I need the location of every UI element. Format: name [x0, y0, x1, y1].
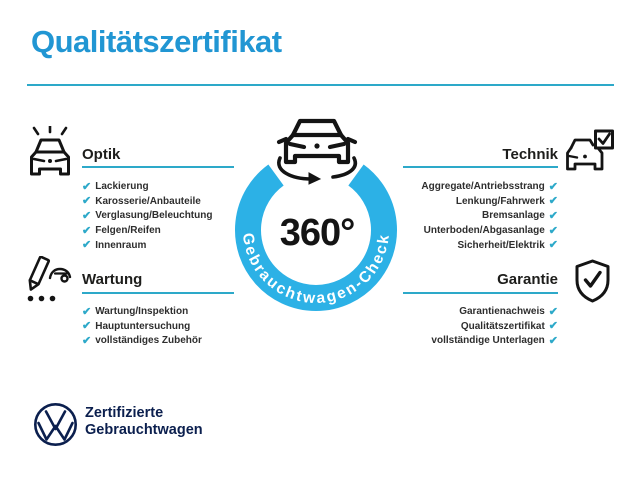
check-icon: ✔ [548, 224, 558, 237]
list-item: vollständige Unterlagen ✔ [431, 334, 558, 349]
list-item-label: Lackierung [95, 181, 149, 193]
wartung-underline [82, 292, 234, 294]
list-item: ✔ Hauptuntersuchung [82, 320, 202, 335]
section-title-wartung: Wartung [82, 271, 143, 288]
check-icon: ✔ [82, 195, 92, 208]
brand-line2: Gebrauchtwagen [85, 422, 203, 438]
list-item: ✔ vollständiges Zubehör [82, 334, 202, 349]
360-check-graphic: 360° Gebrauchtwagen-Check [235, 118, 397, 311]
list-item: ✔ Karosserie/Anbauteile [82, 195, 212, 210]
technik-underline [403, 166, 558, 168]
check-icon: ✔ [548, 305, 558, 318]
list-item: Sicherheit/Elektrik ✔ [458, 238, 558, 253]
car-front-shine-icon [30, 126, 70, 176]
check-icon: ✔ [548, 334, 558, 347]
wartung-list: ✔ Wartung/Inspektion ✔ Hauptuntersuchung ✔… [82, 305, 202, 349]
list-item: ✔ Verglasung/Beleuchtung [82, 209, 212, 224]
list-item-label: Innenraum [95, 239, 147, 251]
list-item: ✔ Felgen/Reifen [82, 224, 212, 239]
section-title-technik: Technik [502, 146, 558, 163]
check-icon: ✔ [82, 305, 92, 318]
list-item-label: Wartung/Inspektion [95, 306, 189, 318]
check-icon: ✔ [82, 180, 92, 193]
check-icon: ✔ [82, 224, 92, 237]
list-item: Unterboden/Abgasanlage ✔ [424, 224, 558, 239]
check-icon: ✔ [548, 239, 558, 252]
list-item-label: Qualitätszertifikat [460, 320, 545, 332]
ring-arc [235, 164, 397, 311]
optik-underline [82, 166, 234, 168]
check-icon: ✔ [82, 334, 92, 347]
section-title-garantie: Garantie [497, 271, 558, 288]
brand-line1: Zertifizierte [85, 405, 164, 421]
list-item-label: Sicherheit/Elektrik [457, 239, 545, 251]
garantie-underline [403, 292, 558, 294]
technik-list: Aggregate/Antriebsstrang ✔ Lenkung/Fahrwe… [421, 180, 558, 253]
list-item: Garantienachweis ✔ [459, 305, 558, 320]
car-checkbox-icon [566, 129, 614, 171]
rotate-arrow-icon [277, 156, 357, 185]
shield-check-icon [575, 259, 610, 303]
section-title-optik: Optik [82, 146, 121, 163]
list-item-label: Bremsanlage [481, 210, 545, 222]
list-item-label: Lenkung/Fahrwerk [455, 195, 545, 207]
list-item-label: Garantienachweis [459, 306, 545, 318]
check-icon: ✔ [548, 195, 558, 208]
list-item: ✔ Wartung/Inspektion [82, 305, 202, 320]
list-item-label: vollständiges Zubehör [95, 335, 202, 347]
checklist-car-icon [27, 256, 72, 302]
list-item: Bremsanlage ✔ [482, 209, 558, 224]
list-item: Lenkung/Fahrwerk ✔ [456, 195, 558, 210]
list-item-label: Felgen/Reifen [95, 225, 161, 237]
page-title: Qualitätszertifikat [31, 24, 282, 59]
list-item-label: Verglasung/Beleuchtung [95, 210, 213, 222]
list-item: ✔ Lackierung [82, 180, 212, 195]
vw-logo [33, 402, 78, 447]
list-item-label: vollständige Unterlagen [431, 335, 545, 347]
header-divider [27, 84, 614, 86]
check-icon: ✔ [82, 320, 92, 333]
list-item-label: Aggregate/Antriebsstrang [421, 181, 545, 193]
optik-list: ✔ Lackierung ✔ Karosserie/Anbauteile ✔ Verg… [82, 180, 212, 253]
garantie-list: Garantienachweis ✔ Qualitätszertifikat ✔ v… [431, 305, 558, 349]
check-icon: ✔ [548, 209, 558, 222]
check-icon: ✔ [82, 209, 92, 222]
list-item: ✔ Innenraum [82, 238, 212, 253]
degree-label: 360° [280, 212, 355, 254]
brand-text: Zertifizierte Gebrauchtwagen [85, 405, 203, 439]
list-item-label: Hauptuntersuchung [95, 320, 191, 332]
list-item-label: Unterboden/Abgasanlage [423, 225, 545, 237]
list-item: Qualitätszertifikat ✔ [461, 320, 558, 335]
check-icon: ✔ [548, 180, 558, 193]
check-icon: ✔ [82, 239, 92, 252]
car-rotate-icon [276, 118, 358, 165]
check-icon: ✔ [548, 320, 558, 333]
list-item: Aggregate/Antriebsstrang ✔ [421, 180, 558, 195]
list-item-label: Karosserie/Anbauteile [95, 195, 201, 207]
